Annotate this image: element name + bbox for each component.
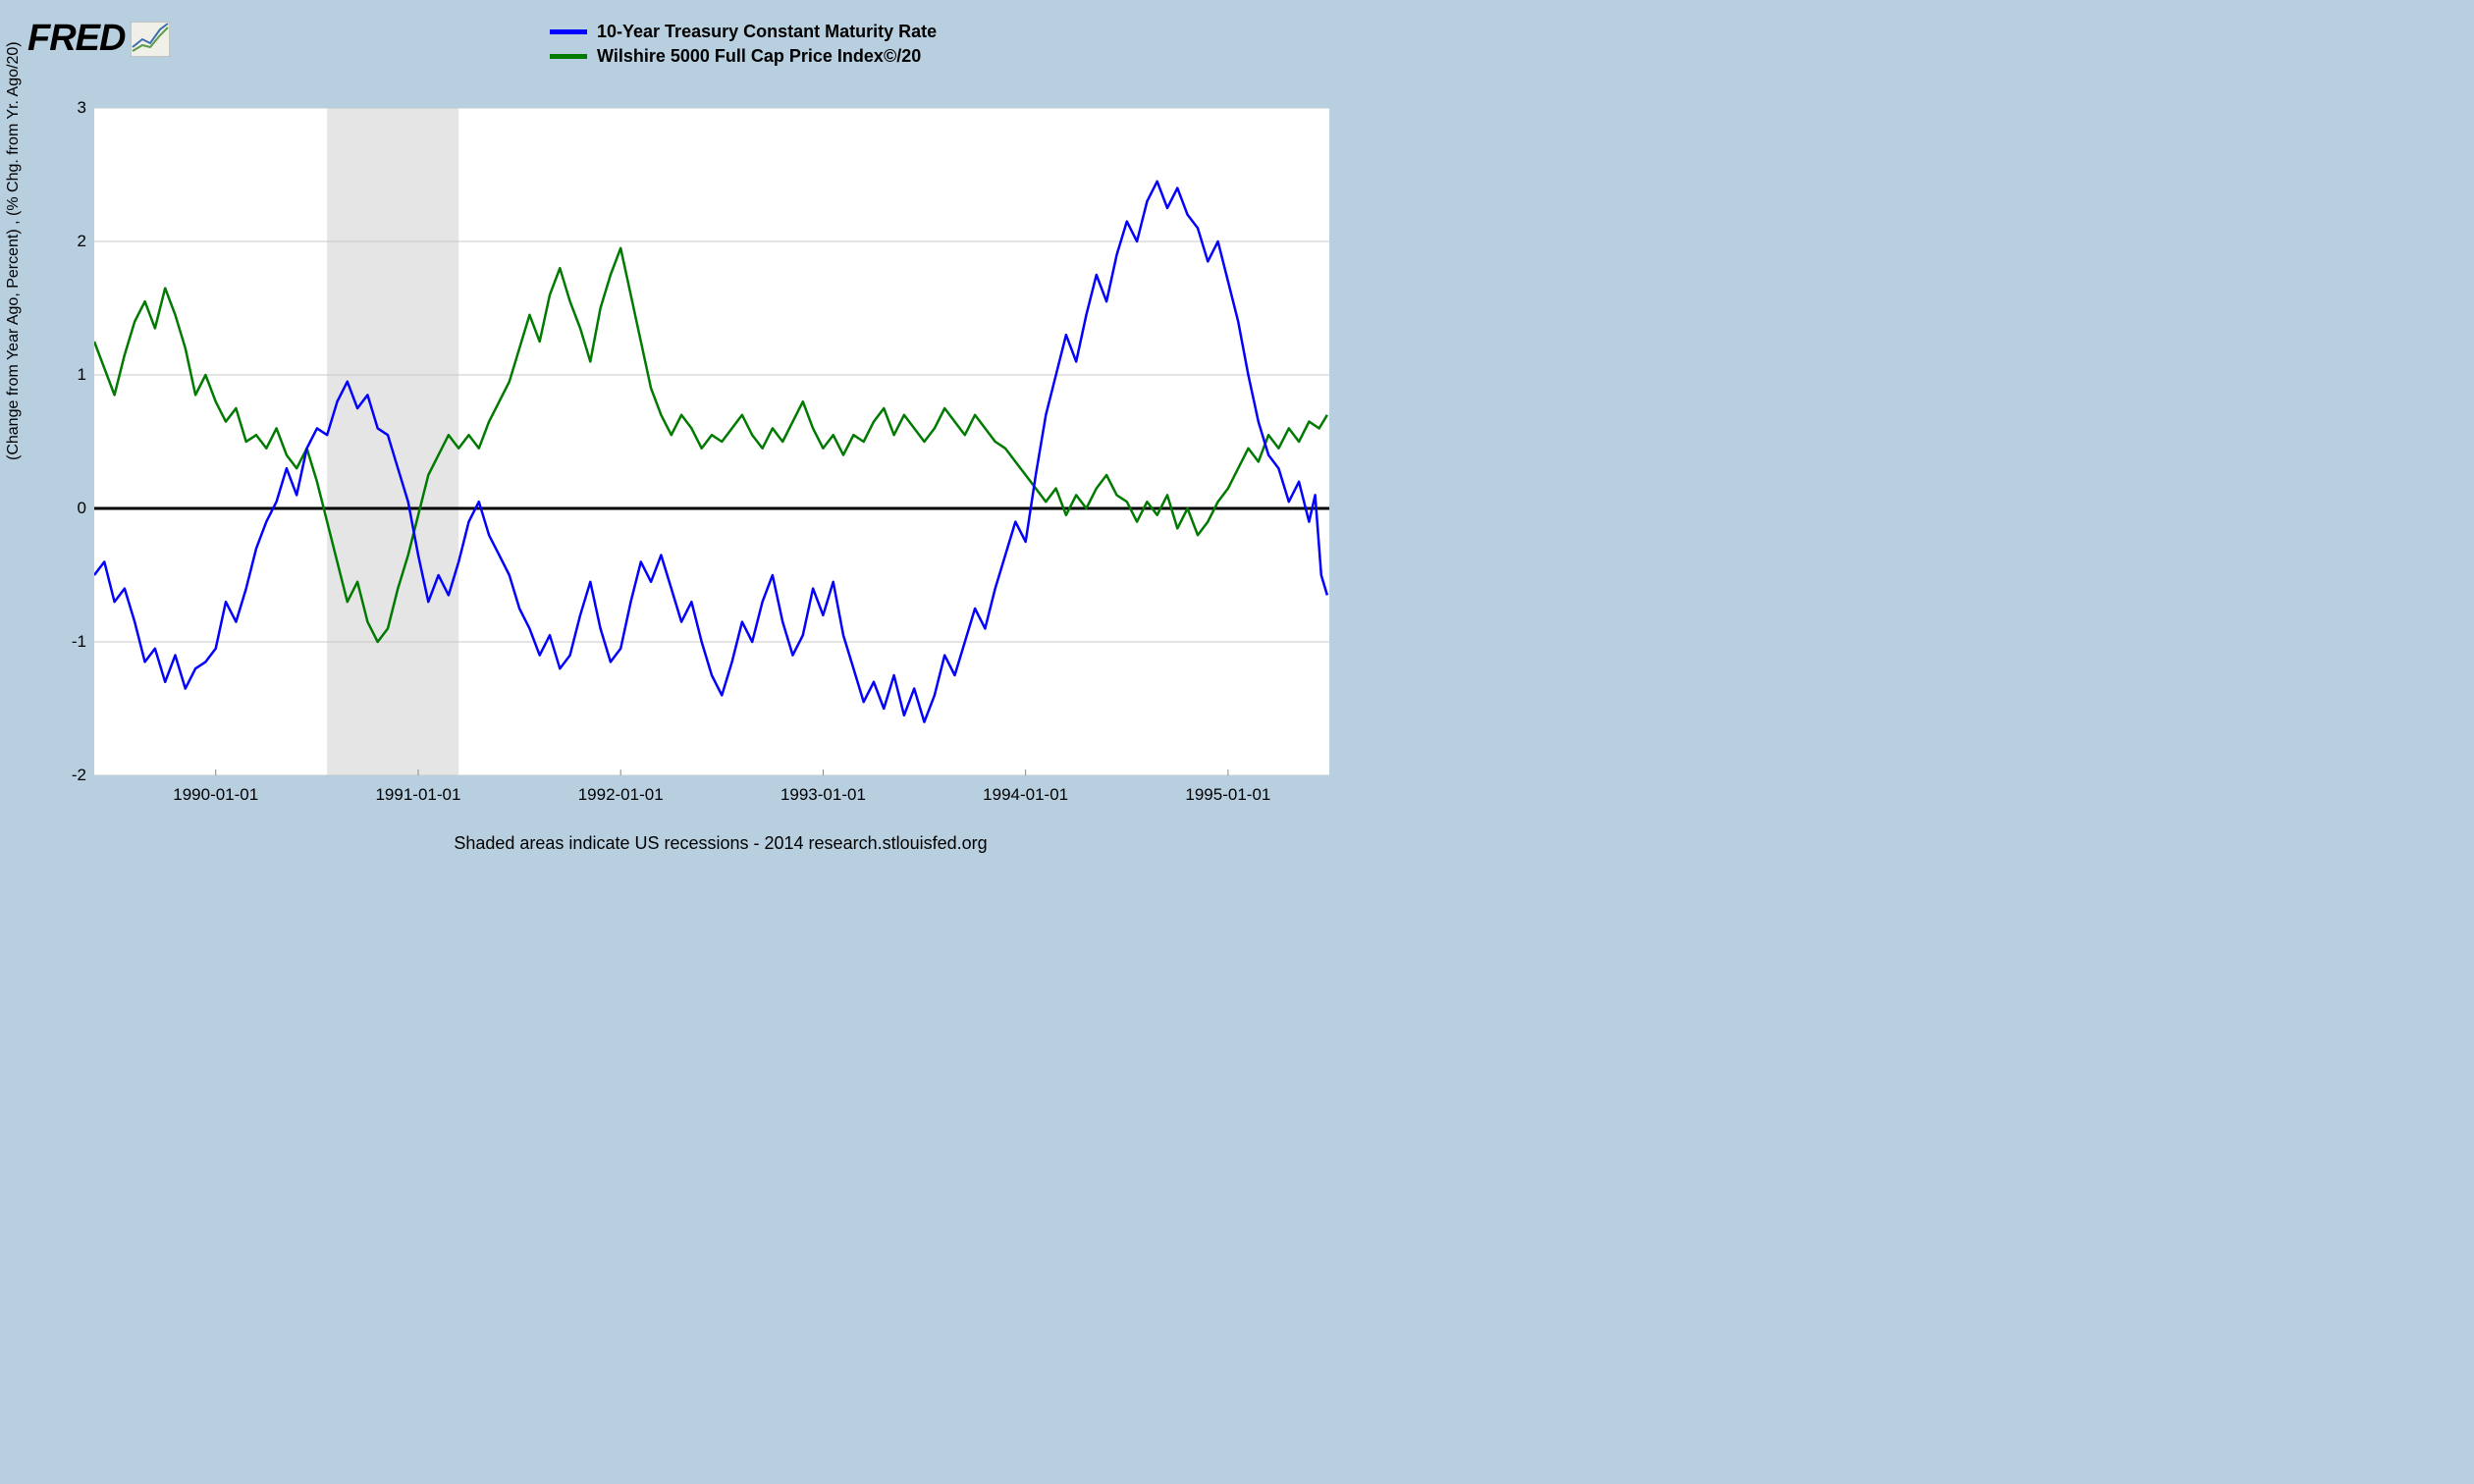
legend-swatch-series1 xyxy=(550,29,587,34)
legend-row-series2: Wilshire 5000 Full Cap Price Index©/20 xyxy=(550,46,937,67)
y-tick: 1 xyxy=(47,365,86,385)
plot-area xyxy=(94,108,1329,775)
chart-legend: 10-Year Treasury Constant Maturity Rate … xyxy=(550,22,937,71)
x-tick: 1995-01-01 xyxy=(1185,785,1270,805)
y-tick: 2 xyxy=(47,232,86,251)
x-tick: 1994-01-01 xyxy=(983,785,1068,805)
y-axis-label: (Change from Year Ago, Percent) , (% Chg… xyxy=(5,41,23,460)
x-tick: 1991-01-01 xyxy=(375,785,460,805)
logo-text: FRED xyxy=(27,18,125,60)
plot-svg xyxy=(94,108,1329,775)
x-tick: 1992-01-01 xyxy=(578,785,664,805)
chart-container: FRED 10-Year Treasury Constant Maturity … xyxy=(0,0,1441,864)
x-tick: 1993-01-01 xyxy=(780,785,866,805)
legend-label-series2: Wilshire 5000 Full Cap Price Index©/20 xyxy=(597,46,921,67)
legend-label-series1: 10-Year Treasury Constant Maturity Rate xyxy=(597,22,937,42)
y-tick: 0 xyxy=(47,499,86,518)
y-tick: 3 xyxy=(47,98,86,118)
x-tick: 1990-01-01 xyxy=(173,785,258,805)
fred-logo: FRED xyxy=(27,18,170,60)
legend-row-series1: 10-Year Treasury Constant Maturity Rate xyxy=(550,22,937,42)
y-tick: -2 xyxy=(47,766,86,785)
footer-caption: Shaded areas indicate US recessions - 20… xyxy=(0,833,1441,854)
legend-swatch-series2 xyxy=(550,54,587,59)
y-tick: -1 xyxy=(47,632,86,652)
logo-chart-icon xyxy=(131,22,170,57)
